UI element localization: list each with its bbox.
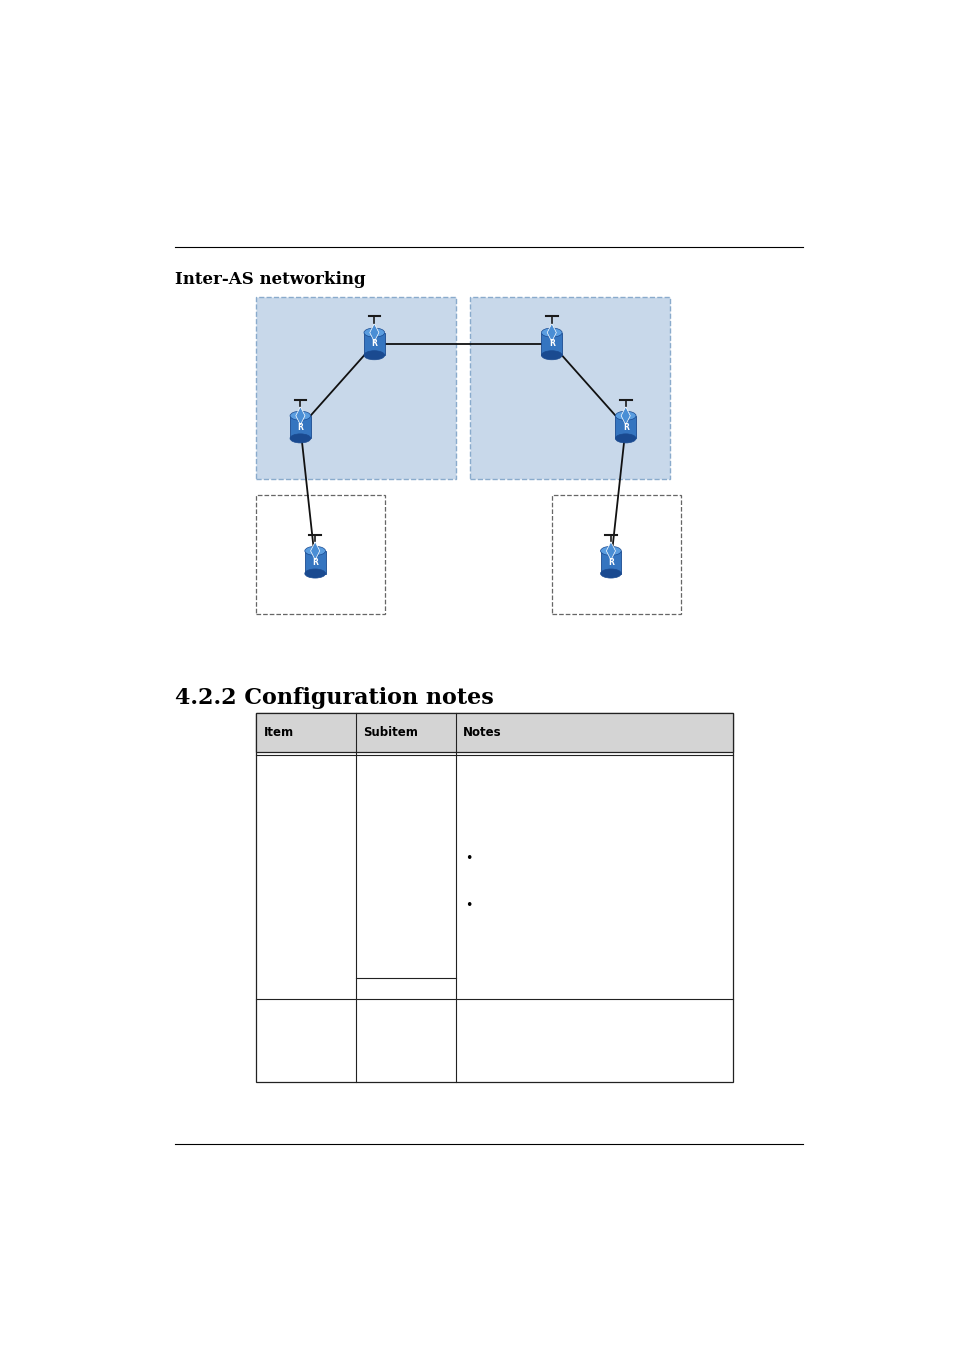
Bar — [290, 416, 311, 439]
Bar — [615, 416, 636, 439]
Text: •: • — [465, 899, 472, 911]
Bar — [551, 494, 680, 614]
Bar — [600, 551, 620, 574]
Text: Item: Item — [263, 726, 294, 740]
Text: R: R — [312, 558, 317, 567]
Ellipse shape — [364, 351, 384, 359]
Polygon shape — [370, 324, 378, 342]
Text: R: R — [371, 339, 376, 348]
Text: •: • — [465, 852, 472, 865]
Bar — [255, 713, 732, 1081]
Text: Inter-AS networking: Inter-AS networking — [174, 271, 365, 288]
Bar — [470, 297, 669, 479]
Ellipse shape — [364, 328, 384, 338]
Ellipse shape — [290, 433, 311, 443]
Ellipse shape — [290, 412, 311, 420]
Bar — [541, 332, 561, 355]
Ellipse shape — [615, 412, 636, 420]
Bar — [255, 297, 456, 479]
Text: Subitem: Subitem — [363, 726, 417, 740]
Polygon shape — [547, 324, 556, 342]
Bar — [364, 332, 384, 355]
Ellipse shape — [305, 547, 325, 555]
Text: R: R — [607, 558, 613, 567]
Ellipse shape — [541, 328, 561, 338]
Text: 4.2.2 Configuration notes: 4.2.2 Configuration notes — [174, 687, 493, 709]
Text: Notes: Notes — [462, 726, 501, 740]
Polygon shape — [620, 406, 630, 425]
Polygon shape — [606, 541, 615, 560]
Text: R: R — [622, 423, 628, 432]
Bar — [255, 494, 385, 614]
Text: R: R — [548, 339, 554, 348]
Ellipse shape — [615, 433, 636, 443]
Polygon shape — [295, 406, 305, 425]
Polygon shape — [311, 541, 319, 560]
Ellipse shape — [600, 568, 620, 578]
Text: R: R — [297, 423, 303, 432]
Ellipse shape — [541, 351, 561, 359]
Ellipse shape — [305, 568, 325, 578]
Ellipse shape — [600, 547, 620, 555]
Bar — [305, 551, 325, 574]
Bar — [255, 713, 732, 752]
